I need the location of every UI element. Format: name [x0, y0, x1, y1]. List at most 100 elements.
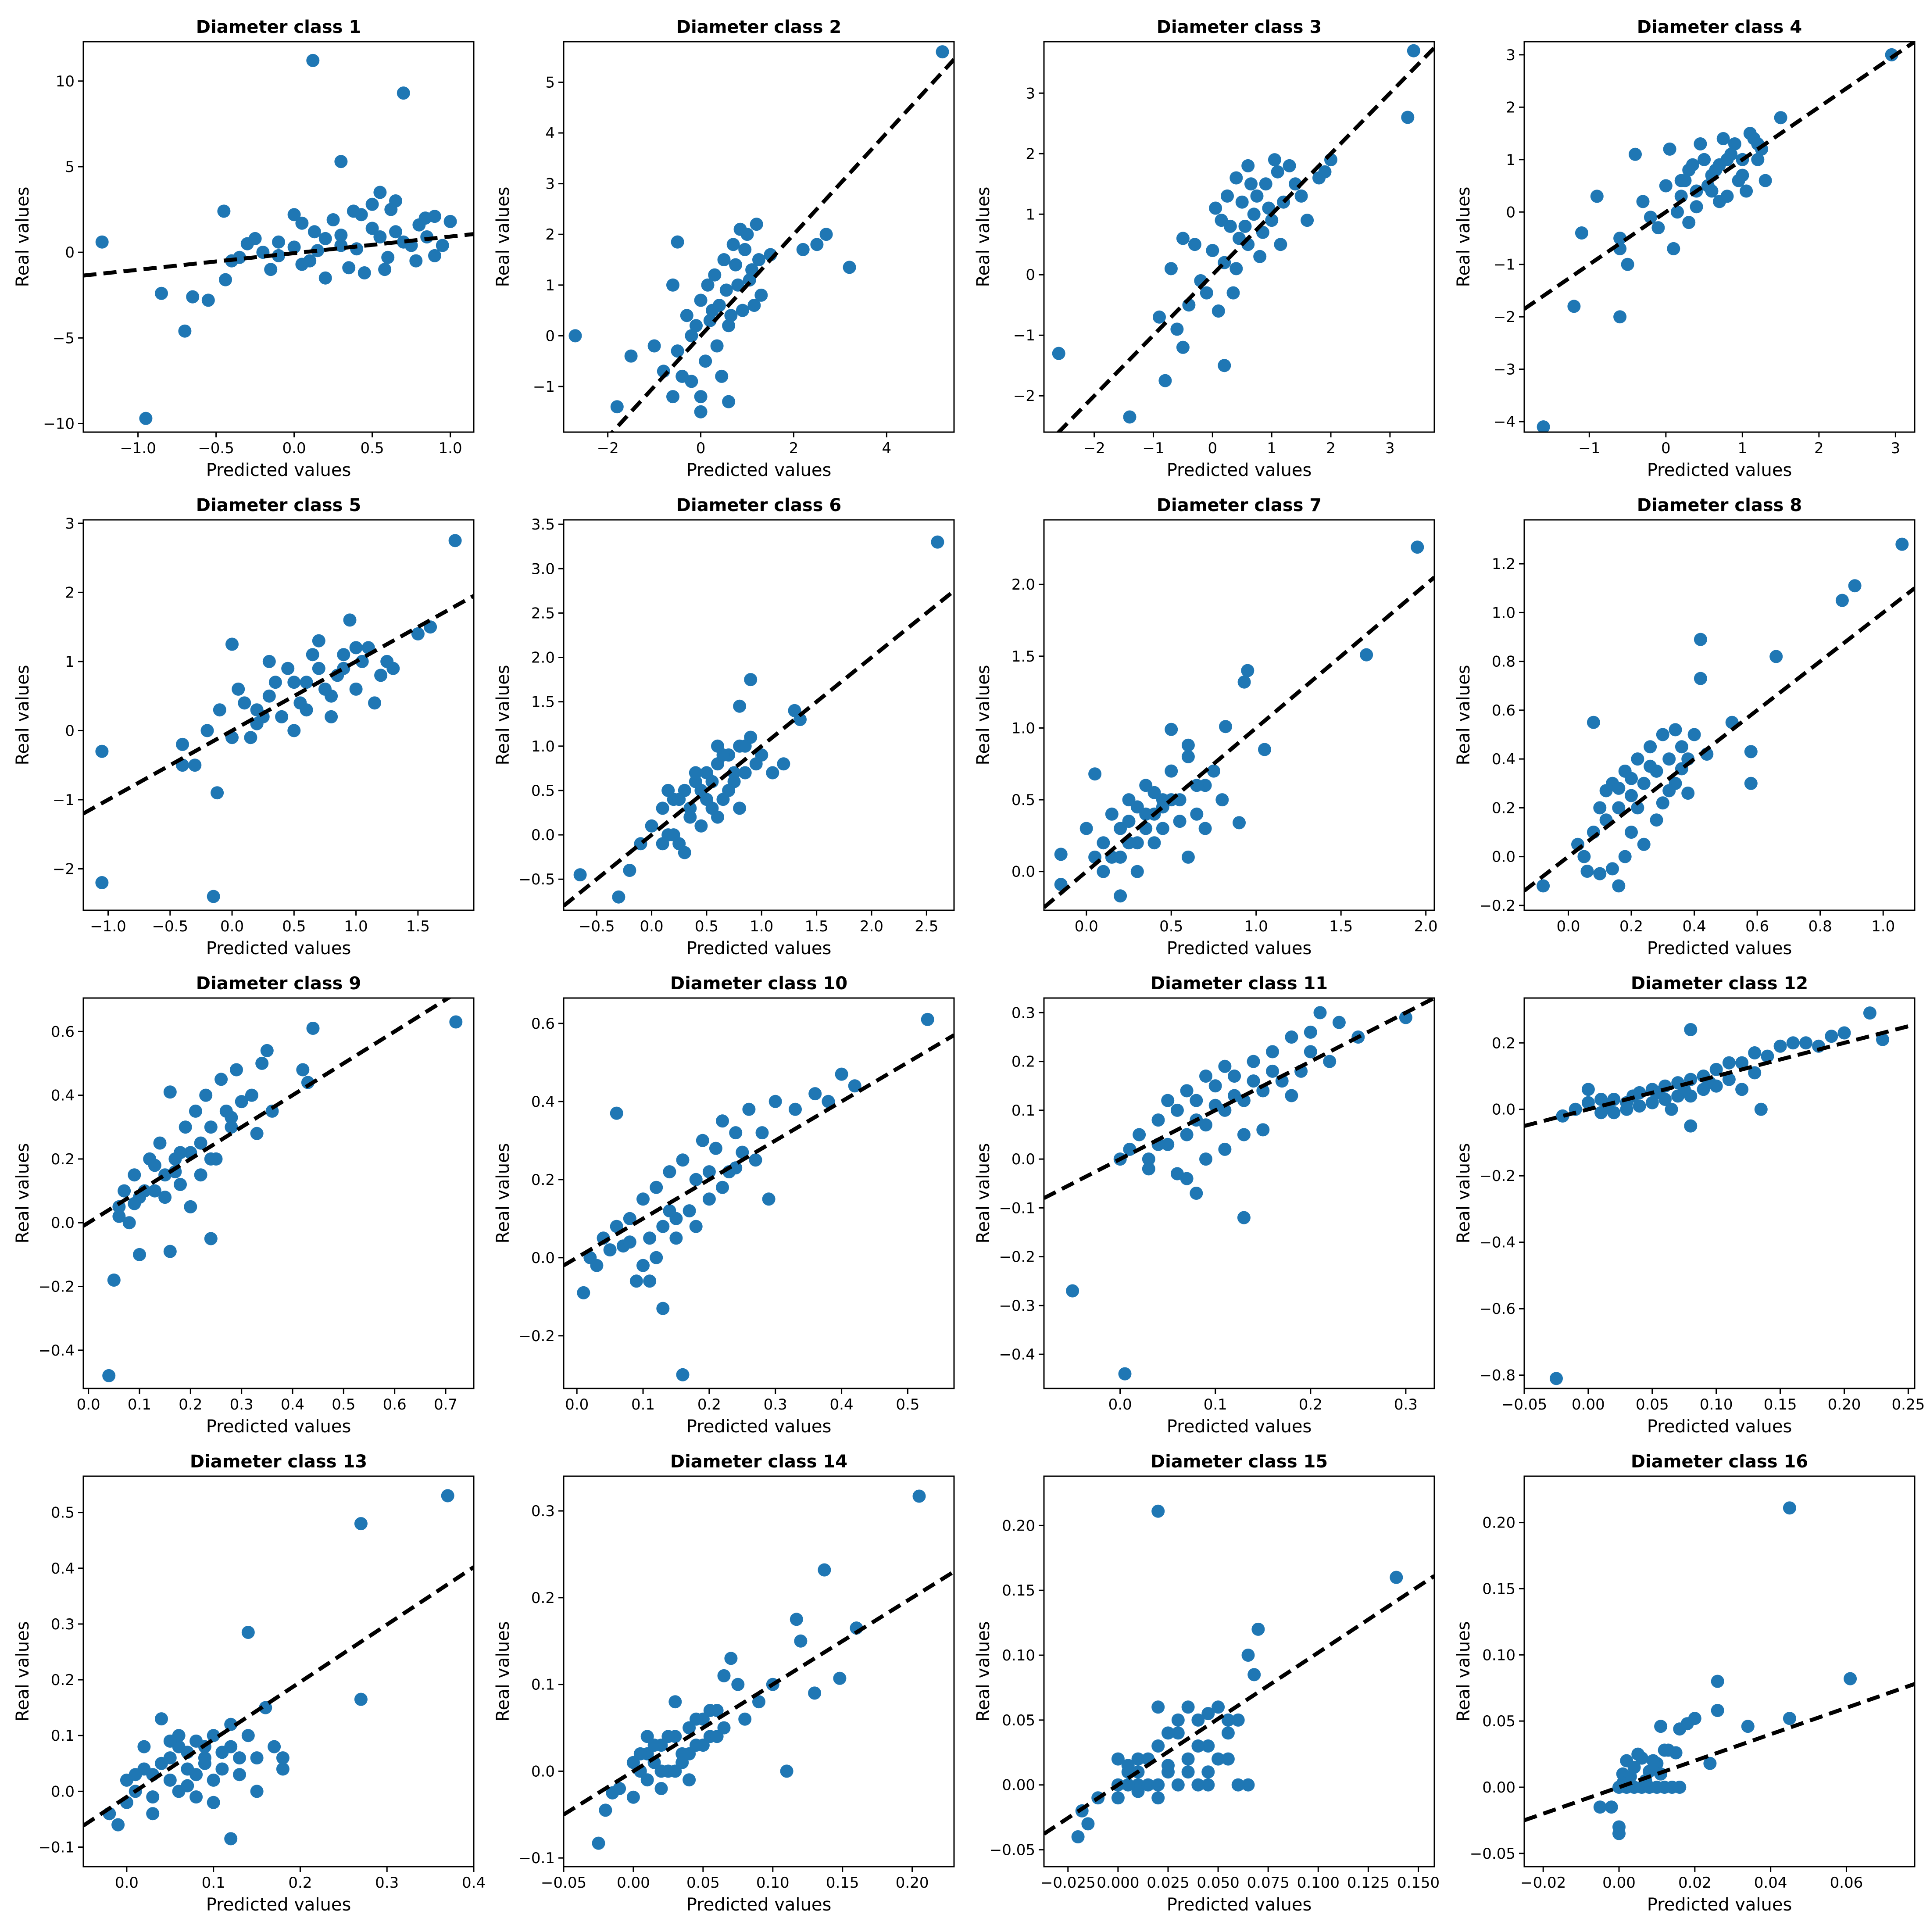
- y-tick-label: 0.5: [531, 782, 555, 800]
- data-point: [1684, 1119, 1698, 1133]
- subplot-title: Diameter class 2: [676, 17, 841, 37]
- data-point: [1208, 1079, 1222, 1093]
- y-tick-label: 5: [545, 74, 555, 91]
- data-point: [1139, 807, 1153, 821]
- data-point: [343, 613, 357, 627]
- data-point: [1238, 219, 1252, 233]
- data-point: [380, 655, 394, 668]
- data-points: [95, 54, 457, 425]
- data-point: [334, 229, 348, 242]
- data-point: [1629, 147, 1642, 161]
- data-point: [111, 1818, 125, 1832]
- data-point: [1722, 1073, 1736, 1086]
- data-point: [613, 1782, 626, 1795]
- data-point: [1181, 750, 1195, 763]
- data-point: [354, 1692, 368, 1706]
- data-point: [1105, 807, 1119, 821]
- x-tick-label: 0.00: [1572, 1396, 1605, 1413]
- data-point: [204, 1120, 218, 1134]
- data-point: [233, 1768, 246, 1782]
- data-point: [656, 801, 669, 815]
- data-point: [1637, 776, 1651, 790]
- data-point: [349, 682, 363, 696]
- y-tick-label: 3: [1506, 47, 1515, 64]
- x-tick-label: −1.0: [90, 918, 126, 935]
- data-point: [1142, 1152, 1155, 1166]
- data-point: [1247, 1055, 1260, 1068]
- y-axis-label: Real values: [493, 186, 513, 287]
- data-point: [349, 641, 363, 655]
- data-point: [1158, 374, 1172, 387]
- data-point: [1131, 1752, 1145, 1766]
- y-tick-label: 1: [1026, 206, 1035, 223]
- data-point: [1675, 740, 1688, 754]
- data-point: [1651, 221, 1665, 235]
- data-point: [1567, 300, 1581, 313]
- data-point: [1301, 214, 1314, 227]
- data-point: [365, 222, 379, 235]
- y-axis-label: Real values: [1454, 1143, 1474, 1243]
- data-point: [262, 689, 276, 703]
- x-tick-label: 0.3: [764, 1396, 787, 1413]
- data-point: [1201, 1707, 1215, 1721]
- data-point: [230, 1063, 243, 1077]
- data-point: [1111, 1791, 1125, 1805]
- fit-line: [1524, 42, 1915, 311]
- x-tick-label: 0.0: [282, 440, 306, 457]
- data-point: [1151, 1113, 1165, 1127]
- data-point: [1732, 174, 1745, 187]
- x-tick-label: −2: [597, 440, 619, 457]
- data-point: [217, 204, 231, 218]
- data-point: [647, 339, 661, 353]
- data-point: [1323, 1055, 1337, 1068]
- data-point: [1744, 745, 1758, 758]
- y-tick-label: −0.5: [518, 871, 555, 888]
- data-point: [112, 1209, 126, 1223]
- data-point: [1613, 310, 1627, 324]
- axes-frame: [1523, 519, 1916, 911]
- data-point: [409, 254, 423, 268]
- data-point: [207, 1729, 220, 1742]
- data-point: [1735, 1083, 1749, 1096]
- x-tick-label: 2: [1814, 440, 1824, 457]
- y-tick-label: 1.5: [531, 694, 555, 711]
- x-tick-label: 1: [1738, 440, 1748, 457]
- fit-line: [564, 1570, 954, 1817]
- axes-frame: [82, 997, 475, 1389]
- data-point: [1229, 171, 1243, 185]
- y-tick-label: −10: [43, 415, 75, 433]
- data-point: [1218, 1142, 1232, 1156]
- data-point: [694, 784, 708, 797]
- y-tick-label: 0: [1506, 204, 1515, 221]
- data-point: [1656, 796, 1669, 810]
- data-point: [1671, 205, 1684, 219]
- data-point: [1633, 1099, 1646, 1113]
- data-point: [694, 293, 708, 307]
- data-point: [1231, 1778, 1245, 1792]
- data-point: [1783, 1501, 1796, 1515]
- data-point: [241, 1729, 255, 1742]
- data-point: [215, 1762, 229, 1776]
- data-point: [1593, 1800, 1607, 1814]
- data-point: [629, 1274, 643, 1288]
- data-point: [1052, 347, 1065, 360]
- data-point: [1181, 738, 1195, 752]
- data-point: [389, 225, 402, 239]
- y-axis-label: Real values: [13, 1143, 33, 1243]
- data-point: [1698, 153, 1711, 166]
- data-point: [1199, 1070, 1212, 1083]
- data-point: [1171, 1778, 1185, 1792]
- x-tick-label: 1.0: [750, 918, 773, 935]
- y-tick-label: −2: [1494, 308, 1515, 326]
- data-point: [449, 1015, 463, 1029]
- data-point: [1253, 250, 1267, 263]
- x-tick-label: −1: [1142, 440, 1164, 457]
- data-point: [1219, 720, 1232, 733]
- data-point: [1748, 1046, 1762, 1059]
- data-point: [232, 682, 245, 696]
- y-axis-label: Real values: [973, 665, 994, 765]
- subplot-title: Diameter class 11: [1151, 973, 1328, 994]
- plot-area: [564, 42, 954, 432]
- data-point: [1266, 1045, 1279, 1059]
- data-point: [1612, 781, 1626, 795]
